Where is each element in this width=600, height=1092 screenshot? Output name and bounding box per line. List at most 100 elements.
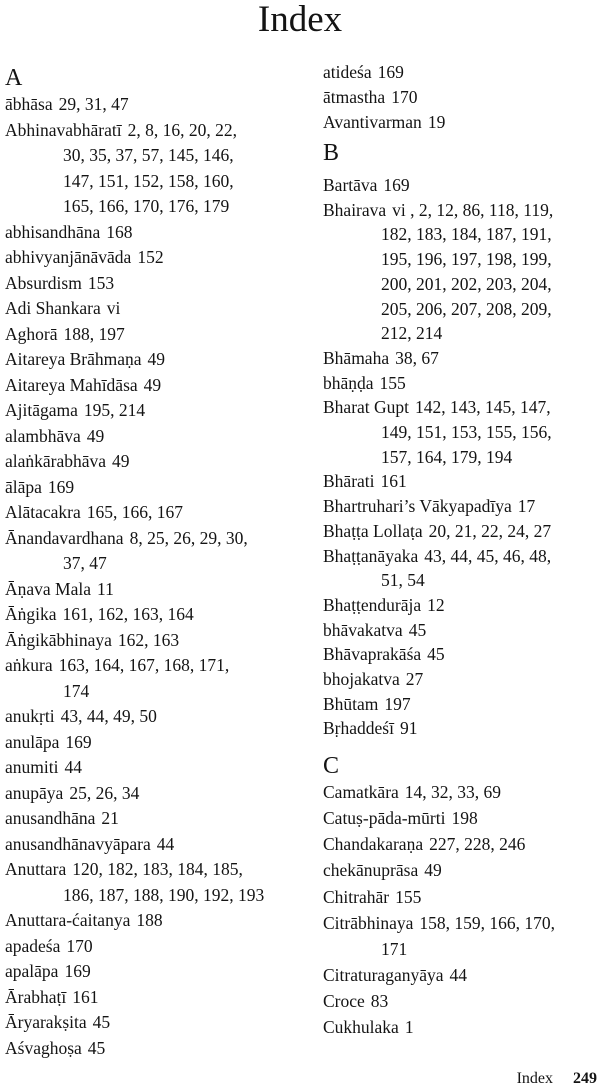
- index-term: anumiti: [5, 757, 59, 777]
- index-entry: Bharat Gupt 142, 143, 145, 147, 149, 151, …: [323, 395, 555, 469]
- index-entry: Absurdism 153: [5, 271, 264, 297]
- index-term: atideśa: [323, 62, 372, 82]
- page-references: 161, 162, 163, 164: [62, 604, 194, 624]
- page-references-continued: 157, 164, 179, 194: [381, 446, 513, 467]
- index-section-c: C Camatkāra 14, 32, 33, 69 Catuṣ-pāda-mūrti…: [323, 741, 555, 1040]
- index-entry: bhāṇḍa 155: [323, 371, 555, 396]
- page-references: 8, 25, 26, 29, 30,: [129, 527, 248, 548]
- index-entry: Adi Shankara vi: [5, 296, 264, 322]
- index-term: Āṇava Mala: [5, 578, 92, 599]
- index-entry: Camatkāra 14, 32, 33, 69: [323, 779, 555, 805]
- section-letter-heading: C: [323, 753, 340, 780]
- page-references-continued: 186, 187, 188, 190, 192, 193: [63, 884, 265, 905]
- page-references: 45: [408, 619, 427, 640]
- index-entry: Āṅgikābhinaya 162, 163: [5, 628, 264, 654]
- page-references: 12: [427, 594, 445, 615]
- index-entry: ābhāsa 29, 31, 47: [5, 92, 264, 118]
- index-term: anusandhānavyāpara: [5, 833, 151, 854]
- index-entry: anumiti 44: [5, 755, 264, 781]
- page-references: 169: [47, 476, 75, 497]
- page-references-continued: 195, 196, 197, 198, 199,: [381, 249, 552, 270]
- index-entry: anulāpa 169: [5, 730, 264, 756]
- index-entry: bhojakatva 27: [323, 667, 555, 692]
- page-references: vi: [106, 298, 121, 318]
- index-term: anusandhāna: [5, 808, 96, 828]
- page-references-continued: 200, 201, 202, 203, 204,: [381, 273, 552, 294]
- index-entry: Bhūtam 197: [323, 692, 555, 717]
- index-term: abhisandhāna: [5, 221, 101, 242]
- index-entry: apalāpa 169: [5, 959, 264, 985]
- page-references: 29, 31, 47: [58, 94, 129, 114]
- index-term: Ārabhaṭī: [5, 986, 67, 1007]
- index-entry: chekānuprāsa 49: [323, 857, 555, 883]
- index-entry: Chandakaraṇa 227, 228, 246: [323, 831, 555, 857]
- index-entry: Abhinavabhāratī 2, 8, 16, 20, 22, 30, 35, …: [5, 118, 264, 220]
- index-entry: anusandhānavyāpara 44: [5, 832, 264, 858]
- index-entry: alambhāva 49: [5, 424, 264, 450]
- index-entry: Aghorā 188, 197: [5, 322, 264, 348]
- page-references: 188: [136, 910, 163, 930]
- page-references: 49: [424, 860, 442, 881]
- page-references-continued: 212, 214: [381, 323, 443, 344]
- page-references-continued: 37, 47: [63, 553, 107, 573]
- page-references-continued: 30, 35, 37, 57, 145, 146,: [63, 145, 234, 165]
- page-references: 198: [451, 808, 478, 829]
- index-entry: Bhāmaha 38, 67: [323, 346, 555, 371]
- page-references: 45: [87, 1037, 106, 1058]
- index-term: Aitareya Brāhmaṇa: [5, 349, 142, 369]
- index-entry: Aitareya Mahīdāsa 49: [5, 373, 264, 399]
- page-references: 2, 8, 16, 20, 22,: [127, 119, 237, 140]
- page-references-continued: 182, 183, 184, 187, 191,: [381, 224, 552, 245]
- page-references: 49: [112, 451, 130, 471]
- index-section-b: B Bartāva 169 Bhairava vi , 2, 12, 86, 118, …: [323, 135, 555, 741]
- page-references: 169: [65, 731, 92, 752]
- index-term: Bhairava: [323, 199, 387, 220]
- index-term: Bhārati: [323, 471, 375, 492]
- index-entry: bhāvakatva 45: [323, 618, 555, 643]
- index-entry: Bṛhaddeśī 91: [323, 716, 555, 741]
- page-references-continued: 165, 166, 170, 176, 179: [63, 196, 230, 216]
- running-footer-label: Index: [516, 1070, 553, 1087]
- page-references: 153: [87, 272, 115, 293]
- index-term: ālāpa: [5, 476, 42, 497]
- index-term: Cukhulaka: [323, 1017, 399, 1038]
- page-references: 227, 228, 246: [429, 834, 526, 855]
- page-references: 21: [101, 808, 119, 828]
- index-term: apadeśa: [5, 935, 61, 956]
- page-references: 25, 26, 34: [69, 782, 140, 803]
- index-term: aṅkura: [5, 655, 53, 675]
- page-references: 83: [370, 990, 389, 1011]
- page-references: 27: [405, 669, 424, 690]
- page-references: 44: [156, 833, 175, 854]
- page-references-continued: 171: [381, 938, 408, 959]
- index-entry: Aśvaghoṣa 45: [5, 1036, 264, 1062]
- index-term: Bhaṭṭendurāja: [323, 594, 422, 615]
- page-number: 249: [573, 1070, 597, 1087]
- index-entry: Bhaṭṭa Lollaṭa 20, 21, 22, 24, 27: [323, 519, 555, 544]
- index-entry: anukṛti 43, 44, 49, 50: [5, 704, 264, 730]
- index-term: apalāpa: [5, 961, 59, 981]
- page-references: 45: [427, 644, 445, 665]
- page-references: 169: [377, 62, 404, 82]
- index-term: bhāṇḍa: [323, 372, 374, 393]
- page-references: 120, 182, 183, 184, 185,: [72, 859, 243, 879]
- page-references: 169: [64, 961, 91, 981]
- index-term: Bharat Gupt: [323, 397, 410, 418]
- index-entry: Bhaṭṭanāyaka 43, 44, 45, 46, 48, 51, 54: [323, 544, 555, 593]
- page-references: vi , 2, 12, 86, 118, 119,: [392, 199, 554, 220]
- index-entry: alaṅkārabhāva 49: [5, 449, 264, 475]
- page-references: 44: [64, 757, 82, 777]
- index-column-right: atideśa 169 ātmastha 170 Avantivarman 19 B Bart…: [323, 60, 555, 1040]
- page-title: Index: [257, 0, 343, 40]
- index-entry: Ārabhaṭī 161: [5, 985, 264, 1011]
- page-references: 161: [380, 471, 407, 492]
- page-references: 195, 214: [83, 400, 146, 420]
- page-references: 158, 159, 166, 170,: [419, 912, 556, 933]
- index-entry: Bartāva 169: [323, 173, 555, 198]
- index-entry: ālāpa 169: [5, 475, 264, 501]
- page-references: 49: [86, 425, 105, 446]
- index-term: Bhaṭṭanāyaka: [323, 545, 419, 566]
- index-entry: Cukhulaka 1: [323, 1014, 555, 1040]
- page-references: 152: [137, 247, 164, 267]
